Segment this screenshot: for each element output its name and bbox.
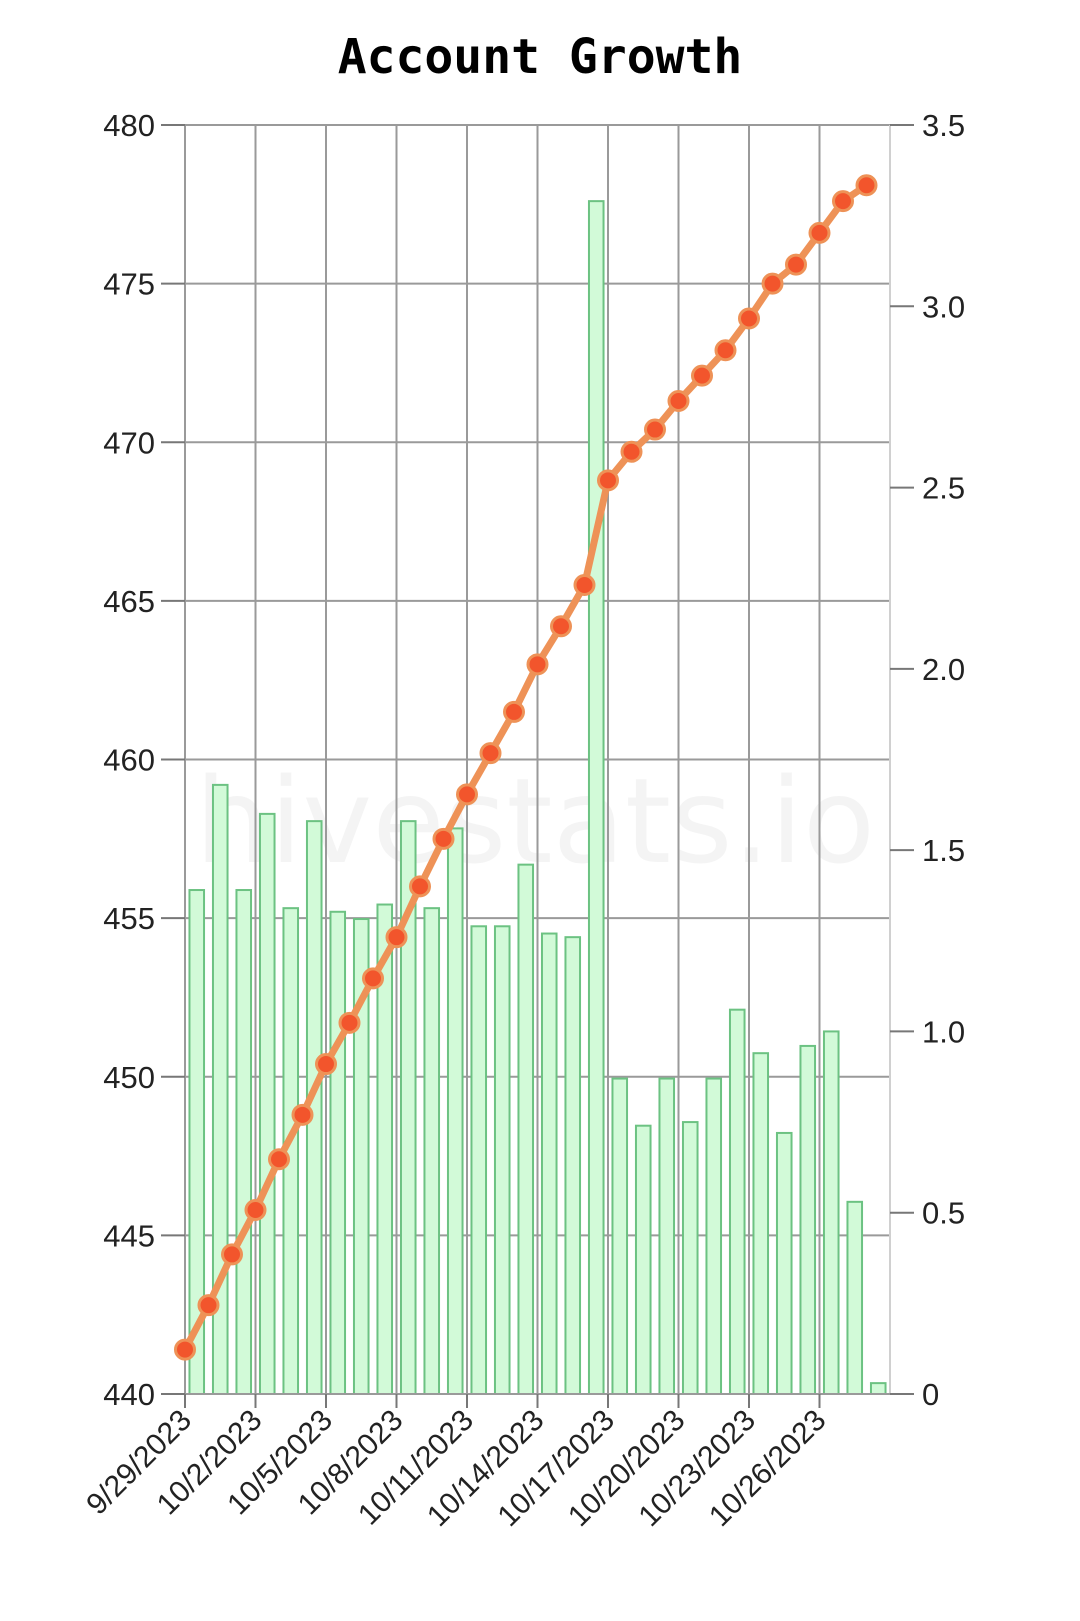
- bar-10/12/2023: [493, 925, 511, 1395]
- line-series: [174, 174, 878, 1361]
- bar-10/25/2023: [799, 1044, 817, 1395]
- right-tick-label: 3.5: [922, 108, 965, 143]
- bar-10/21/2023: [705, 1077, 723, 1395]
- point-10/2/2023: [244, 1198, 267, 1221]
- point-10/12/2023: [479, 742, 502, 765]
- point-10/7/2023: [362, 967, 384, 990]
- bar-10/24/2023: [775, 1131, 793, 1396]
- point-9/30/2023: [197, 1294, 220, 1317]
- right-y-axis-ticks: 0 0.5 1.0 1.5 2.0 2.5 3.0 3.5: [890, 108, 965, 1412]
- point-9/29/2023: [174, 1338, 196, 1361]
- right-tick-label: 2.5: [922, 471, 965, 506]
- point-10/6/2023: [338, 1011, 361, 1034]
- point-10/24/2023: [761, 272, 784, 295]
- point-10/21/2023: [691, 364, 713, 387]
- point-10/18/2023: [620, 440, 643, 463]
- bar-10/5/2023: [329, 910, 347, 1396]
- bar-10/17/2023: [611, 1077, 629, 1395]
- point-10/3/2023: [268, 1148, 290, 1171]
- point-10/17/2023: [597, 469, 619, 492]
- bar-10/23/2023: [752, 1052, 770, 1395]
- bar-10/27/2023: [846, 1200, 864, 1396]
- point-10/13/2023: [503, 700, 525, 723]
- bar-10/14/2023: [540, 932, 558, 1396]
- bar-10/2/2023: [258, 812, 276, 1395]
- x-axis-ticks: 9/29/202310/2/202310/5/202310/8/202310/1…: [80, 1394, 832, 1533]
- bar-10/20/2023: [681, 1121, 699, 1395]
- right-tick-label: 1.5: [922, 833, 965, 868]
- bar-10/9/2023: [423, 907, 441, 1395]
- bar-10/28/2023: [869, 1382, 887, 1395]
- point-10/1/2023: [221, 1243, 243, 1266]
- point-10/27/2023: [832, 190, 854, 213]
- bar-10/19/2023: [658, 1077, 676, 1395]
- point-10/23/2023: [738, 307, 760, 330]
- right-tick-label: 1.0: [922, 1014, 965, 1049]
- bar-10/10/2023: [446, 827, 464, 1395]
- right-tick-label: 3.0: [922, 289, 965, 324]
- left-tick-label: 455: [103, 901, 155, 936]
- bar-10/11/2023: [470, 925, 488, 1395]
- point-10/16/2023: [573, 574, 596, 597]
- point-10/28/2023: [855, 174, 878, 197]
- left-tick-label: 460: [103, 743, 155, 778]
- right-tick-label: 2.0: [922, 652, 965, 687]
- left-tick-label: 445: [103, 1218, 155, 1253]
- bar-10/13/2023: [517, 863, 535, 1395]
- left-tick-label: 470: [103, 425, 155, 460]
- grid-lines: [184, 124, 890, 1395]
- bar-10/1/2023: [235, 889, 253, 1395]
- bar-10/15/2023: [564, 936, 582, 1395]
- bar-10/16/2023: [587, 200, 605, 1395]
- point-10/5/2023: [315, 1053, 337, 1076]
- right-tick-label: 0: [922, 1377, 939, 1412]
- point-10/14/2023: [526, 653, 549, 676]
- left-tick-label: 475: [103, 267, 155, 302]
- bar-10/18/2023: [634, 1124, 652, 1395]
- point-10/9/2023: [409, 875, 431, 898]
- point-10/26/2023: [808, 221, 831, 244]
- point-10/19/2023: [644, 418, 666, 441]
- point-10/15/2023: [550, 615, 572, 638]
- point-10/20/2023: [667, 390, 690, 413]
- point-10/4/2023: [291, 1103, 314, 1126]
- watermark-text: hivestats.io: [195, 752, 875, 890]
- left-tick-label: 450: [103, 1060, 155, 1095]
- left-y-axis-ticks: 440 445 450 455 460 465 470 475 480: [103, 108, 185, 1412]
- point-10/22/2023: [714, 339, 737, 362]
- left-tick-label: 480: [103, 108, 155, 143]
- left-tick-label: 440: [103, 1377, 155, 1412]
- point-10/25/2023: [785, 253, 807, 276]
- bar-10/26/2023: [822, 1030, 840, 1396]
- point-10/10/2023: [432, 827, 455, 850]
- chart-title: Account Growth: [338, 29, 743, 85]
- right-tick-label: 0.5: [922, 1196, 965, 1231]
- point-10/8/2023: [385, 926, 408, 949]
- point-10/11/2023: [456, 783, 478, 806]
- bar-10/22/2023: [728, 1008, 746, 1395]
- left-tick-label: 465: [103, 584, 155, 619]
